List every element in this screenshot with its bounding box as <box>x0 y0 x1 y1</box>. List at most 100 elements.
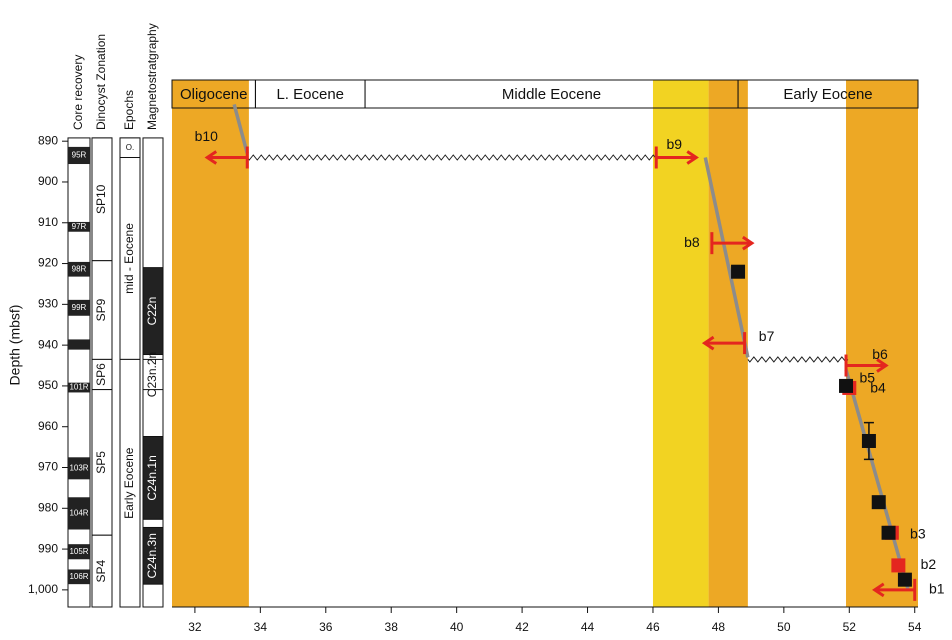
y-tick-label: 990 <box>38 541 58 555</box>
epoch-label: Middle Eocene <box>502 86 601 103</box>
datum-label: b9 <box>666 136 682 152</box>
x-tick-label: 34 <box>254 620 268 634</box>
x-tick-label: 50 <box>777 620 791 634</box>
chron <box>142 267 164 356</box>
core-label: 95R <box>72 151 87 160</box>
arrow-head <box>876 358 889 373</box>
arrow-head <box>204 150 218 165</box>
chron-label: C24n.1n <box>145 455 159 500</box>
y-tick-label: 960 <box>38 419 58 433</box>
x-tick-label: 36 <box>319 620 333 634</box>
x-tick-label: 42 <box>515 620 529 634</box>
datum-label: b10 <box>195 128 219 144</box>
epoch-cell <box>737 79 919 109</box>
column-header: Dinocyst Zonation <box>94 34 108 130</box>
point-label: b5 <box>860 370 876 386</box>
y-tick-label: 910 <box>38 215 58 229</box>
y-axis-label: Depth (mbsf) <box>7 305 23 386</box>
data-point <box>897 572 912 587</box>
point-label: b3 <box>910 525 926 541</box>
core-label: 98R <box>72 264 87 273</box>
arrow-head <box>701 335 715 351</box>
core-label: 101R <box>69 383 88 392</box>
epoch-label: Oligocene <box>180 86 248 103</box>
column-header: Magnetostratgraphy <box>145 23 159 130</box>
y-tick-label: 920 <box>38 256 58 270</box>
data-point <box>861 433 876 448</box>
datum-label: b8 <box>684 234 700 250</box>
core-block <box>68 569 90 585</box>
epoch-interval <box>119 358 141 608</box>
zone-label: SP6 <box>94 363 108 386</box>
core-block <box>68 497 90 530</box>
core-block <box>68 457 90 480</box>
x-tick-label: 48 <box>712 620 726 634</box>
zone <box>91 534 113 608</box>
y-tick-label: 950 <box>38 378 58 392</box>
y-tick-label: 900 <box>38 174 58 188</box>
core-block <box>68 339 90 350</box>
x-tick-label: 40 <box>450 620 464 634</box>
x-tick-label: 46 <box>646 620 660 634</box>
x-tick-label: 54 <box>908 620 922 634</box>
point-label: b2 <box>921 556 937 572</box>
data-point <box>731 264 746 279</box>
datum-label: b6 <box>872 346 888 362</box>
arrow-head <box>686 150 699 165</box>
age-band <box>652 80 709 607</box>
zone-label: SP5 <box>94 451 108 474</box>
core-label: 97R <box>72 222 87 231</box>
hiatus <box>246 154 658 161</box>
core-block <box>68 382 90 393</box>
zone-label: SP4 <box>94 559 108 582</box>
y-tick-label: 930 <box>38 297 58 311</box>
epoch-label: L. Eocene <box>276 86 344 103</box>
epoch-interval-label: O. <box>126 143 134 152</box>
chron <box>142 526 164 585</box>
y-tick-label: 980 <box>38 500 58 514</box>
epoch-interval-label: mid - Eocene <box>122 223 136 294</box>
data-point <box>881 525 896 540</box>
point-label: b4 <box>870 380 886 396</box>
x-tick-label: 32 <box>188 620 202 634</box>
core-label: 99R <box>72 303 87 312</box>
column-header: Epochs <box>122 90 136 130</box>
chron <box>142 436 164 520</box>
core-label: 106R <box>69 572 88 581</box>
zone-label: SP9 <box>94 298 108 321</box>
datum-label: b7 <box>759 328 775 344</box>
x-tick-label: 44 <box>581 620 595 634</box>
epoch-label: Early Eocene <box>783 86 872 103</box>
y-tick-label: 1,000 <box>28 582 58 596</box>
chron-label: C23n.2n <box>145 352 159 397</box>
x-tick-label: 52 <box>843 620 857 634</box>
chron-label: C24n.3n <box>145 533 159 578</box>
core-label: 104R <box>69 508 88 517</box>
core-block <box>68 299 90 316</box>
column-header: Core recovery <box>71 55 85 130</box>
data-point <box>871 495 886 510</box>
age-band <box>172 80 249 607</box>
core-block <box>68 146 90 165</box>
chron <box>142 358 164 391</box>
age-band <box>846 80 918 607</box>
core-block <box>68 544 90 560</box>
arrow-head <box>742 235 755 251</box>
zone-label: SP10 <box>94 184 108 214</box>
datum-label: b1 <box>929 581 945 597</box>
core-label: 105R <box>69 547 88 556</box>
core-label: 103R <box>69 463 88 472</box>
core-block <box>68 221 90 232</box>
core-block <box>68 261 90 277</box>
chron-label: C22n <box>145 297 159 326</box>
arrow-head <box>872 582 885 598</box>
data-point <box>839 378 854 393</box>
column-frame <box>67 137 91 608</box>
y-tick-label: 940 <box>38 337 58 351</box>
age-depth-line <box>232 104 910 591</box>
hiatus <box>747 356 849 363</box>
x-tick-label: 38 <box>385 620 399 634</box>
data-point <box>891 558 906 573</box>
epoch-interval-label: Early Eocene <box>122 447 136 519</box>
